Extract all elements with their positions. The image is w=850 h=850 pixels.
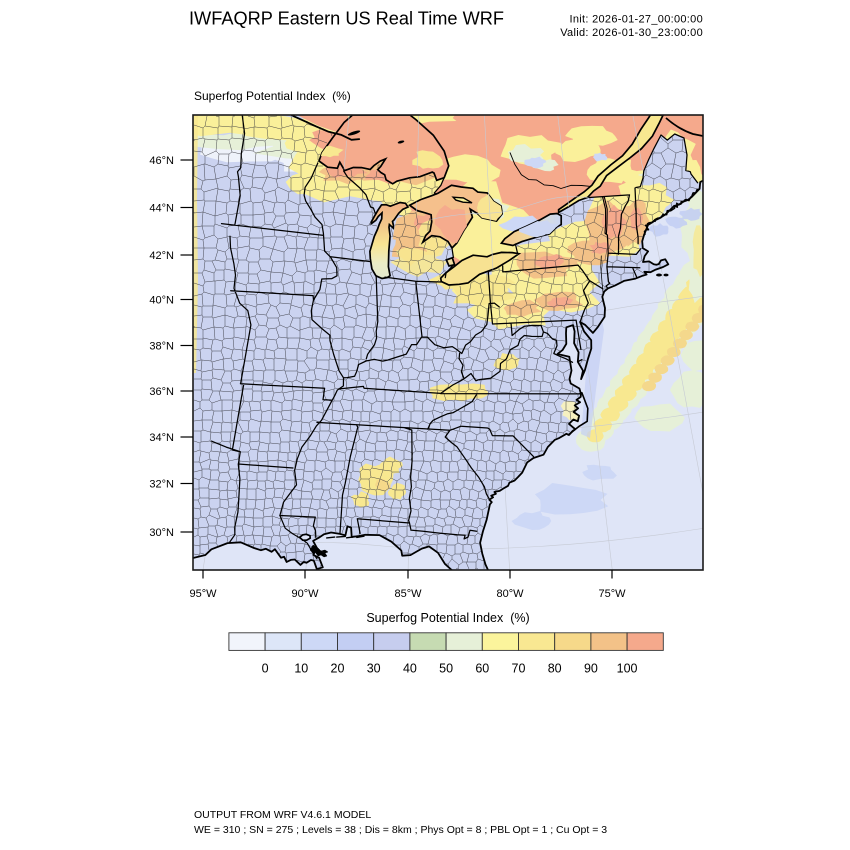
svg-text:95°W: 95°W [189, 588, 217, 600]
svg-text:90°W: 90°W [291, 588, 319, 600]
svg-text:50: 50 [439, 662, 453, 676]
svg-text:85°W: 85°W [394, 588, 422, 600]
svg-text:30°N: 30°N [149, 527, 174, 539]
svg-text:Superfog Potential Index (%): Superfog Potential Index (%) [194, 89, 351, 103]
svg-text:80°W: 80°W [496, 588, 524, 600]
svg-text:OUTPUT FROM WRF V4.6.1 MODEL: OUTPUT FROM WRF V4.6.1 MODEL [194, 809, 371, 821]
svg-text:Init: 2026-01-27_00:00:00: Init: 2026-01-27_00:00:00 [570, 14, 704, 26]
svg-text:WE = 310 ; SN = 275 ; Levels =: WE = 310 ; SN = 275 ; Levels = 38 ; Dis … [194, 824, 607, 836]
svg-text:20: 20 [331, 662, 345, 676]
svg-text:70: 70 [512, 662, 526, 676]
svg-text:Superfog Potential Index (%): Superfog Potential Index (%) [366, 611, 529, 625]
svg-text:60: 60 [475, 662, 489, 676]
svg-text:80: 80 [548, 662, 562, 676]
svg-text:IWFAQRP Eastern US Real Time W: IWFAQRP Eastern US Real Time WRF [189, 9, 504, 29]
svg-text:46°N: 46°N [149, 155, 174, 167]
svg-text:10: 10 [294, 662, 308, 676]
svg-text:38°N: 38°N [149, 341, 174, 353]
svg-text:30: 30 [367, 662, 381, 676]
svg-text:90: 90 [584, 662, 598, 676]
svg-text:32°N: 32°N [149, 479, 174, 491]
svg-text:40: 40 [403, 662, 417, 676]
svg-text:Valid: 2026-01-30_23:00:00: Valid: 2026-01-30_23:00:00 [560, 27, 703, 39]
svg-text:40°N: 40°N [149, 295, 174, 307]
svg-text:44°N: 44°N [149, 203, 174, 215]
svg-text:0: 0 [262, 662, 269, 676]
svg-text:100: 100 [617, 662, 638, 676]
svg-text:34°N: 34°N [149, 432, 174, 444]
svg-text:36°N: 36°N [149, 386, 174, 398]
svg-text:75°W: 75°W [598, 588, 626, 600]
svg-text:42°N: 42°N [149, 250, 174, 262]
